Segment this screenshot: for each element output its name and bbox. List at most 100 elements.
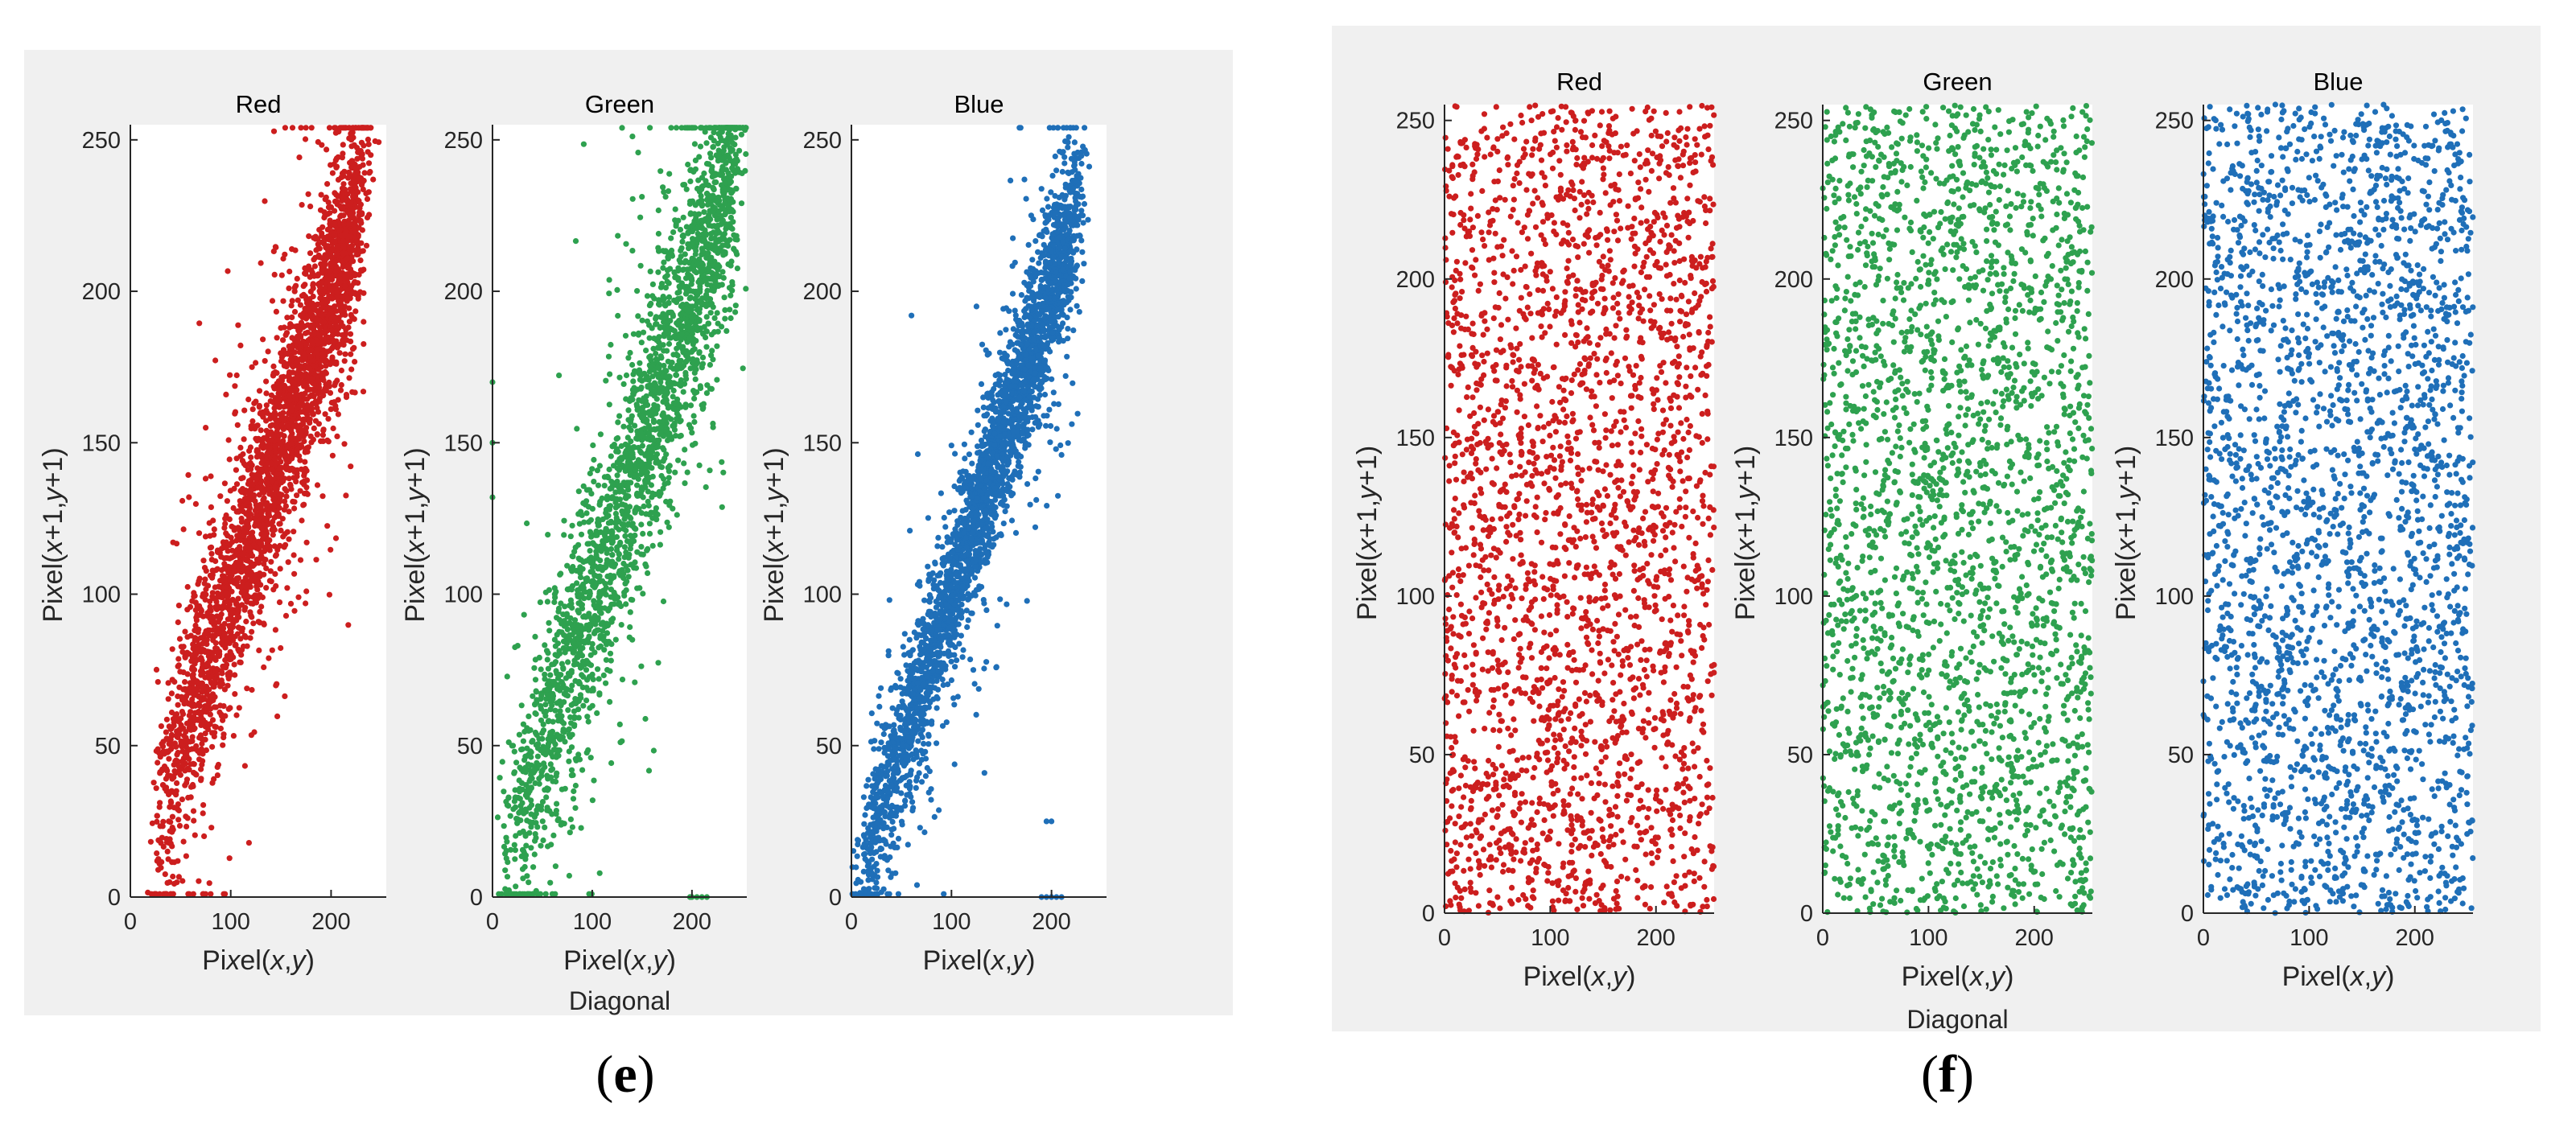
data-point — [713, 231, 719, 237]
data-point — [191, 817, 197, 824]
data-point — [583, 667, 590, 673]
data-point — [318, 191, 324, 198]
data-point — [552, 863, 559, 870]
data-point — [691, 395, 698, 401]
data-point — [627, 349, 633, 356]
data-point — [330, 313, 336, 319]
data-point — [233, 455, 240, 462]
data-point — [556, 372, 563, 379]
data-point — [319, 233, 325, 239]
data-point — [192, 651, 198, 657]
data-point — [291, 475, 297, 481]
data-point — [256, 647, 262, 654]
data-point — [356, 212, 362, 219]
data-point — [303, 539, 310, 545]
data-point — [561, 532, 567, 538]
data-point — [296, 453, 303, 459]
data-point — [248, 454, 254, 461]
data-point — [332, 259, 338, 265]
data-point — [590, 676, 596, 683]
data-point — [163, 716, 170, 722]
data-point — [263, 585, 270, 591]
data-point — [256, 402, 262, 409]
data-point — [284, 315, 291, 321]
data-point — [594, 710, 600, 717]
data-point — [354, 189, 361, 196]
data-point — [547, 774, 554, 780]
data-point — [315, 351, 321, 357]
data-point — [208, 891, 214, 897]
data-point — [188, 709, 194, 715]
data-point — [224, 498, 230, 504]
data-point — [189, 598, 196, 604]
data-point — [241, 407, 248, 414]
data-point — [361, 341, 367, 348]
data-point — [326, 339, 332, 345]
data-point — [208, 825, 215, 831]
data-point — [228, 598, 234, 604]
data-point — [670, 387, 677, 394]
data-point — [296, 404, 303, 410]
data-point — [181, 750, 188, 756]
data-point — [635, 406, 641, 413]
data-point — [335, 411, 341, 418]
data-point — [310, 281, 316, 287]
data-point — [303, 125, 309, 131]
data-point — [699, 360, 707, 367]
data-point — [550, 832, 557, 838]
data-point — [307, 250, 314, 257]
data-point — [634, 288, 641, 294]
data-point — [600, 628, 606, 634]
data-point — [263, 402, 270, 409]
data-point — [691, 141, 699, 147]
data-point — [280, 478, 286, 484]
data-point — [315, 252, 322, 259]
data-point — [517, 803, 524, 809]
data-point — [348, 286, 354, 293]
data-point — [696, 349, 703, 356]
data-point — [565, 707, 571, 714]
data-point — [672, 469, 678, 475]
data-point — [638, 340, 645, 346]
data-point — [365, 149, 371, 155]
data-point — [649, 325, 655, 331]
data-point — [295, 392, 302, 398]
data-point — [207, 694, 213, 700]
data-point — [282, 251, 288, 257]
data-point — [150, 780, 157, 786]
data-point — [249, 628, 255, 635]
data-point — [267, 568, 274, 574]
data-point — [291, 570, 298, 577]
data-point — [350, 258, 357, 265]
data-point — [315, 377, 321, 384]
data-point — [202, 475, 209, 482]
data-point — [229, 547, 236, 554]
data-point — [726, 154, 732, 161]
data-point — [256, 453, 262, 459]
data-point — [282, 486, 288, 492]
data-point — [545, 650, 551, 656]
data-point — [666, 463, 673, 469]
data-point — [203, 425, 209, 431]
data-point — [259, 439, 266, 446]
data-point — [328, 546, 334, 553]
data-point — [236, 545, 242, 553]
data-point — [528, 784, 534, 791]
data-point — [686, 200, 694, 208]
data-point — [566, 758, 572, 764]
data-point — [667, 498, 674, 504]
data-point — [249, 686, 255, 694]
data-point — [339, 170, 346, 177]
data-point — [666, 475, 672, 481]
data-point — [322, 261, 328, 268]
data-point — [307, 420, 313, 426]
data-point — [272, 484, 278, 491]
data-point — [270, 518, 276, 525]
data-point — [205, 722, 212, 729]
data-point — [623, 601, 629, 607]
data-point — [193, 685, 200, 692]
data-point — [332, 268, 339, 274]
data-point — [234, 533, 241, 539]
data-point — [565, 659, 571, 665]
data-point — [687, 178, 694, 184]
